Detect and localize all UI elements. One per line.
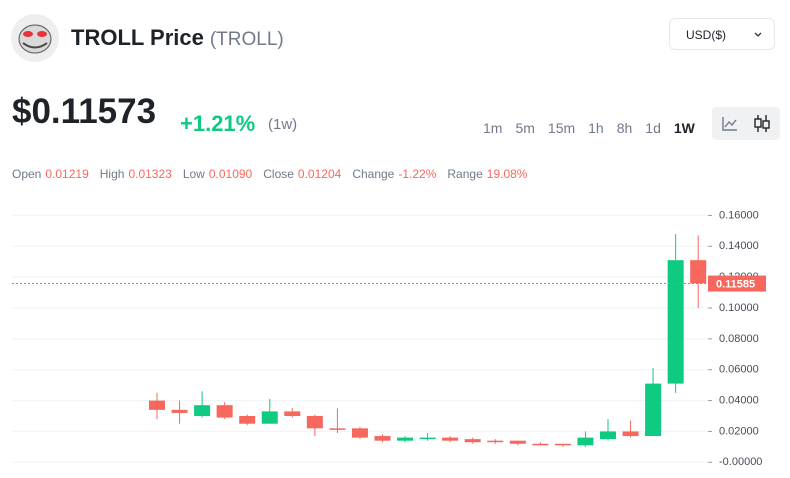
dropdown-arrow [754,32,762,37]
period: (1w) [268,116,298,133]
candle-body [487,440,504,443]
stat-label: Low [182,167,205,181]
y-tick-label: 0.04000 [719,394,759,406]
y-tick-label: 0.10000 [719,302,759,314]
stat-value: 0.01204 [297,167,342,181]
y-tick-label: 0.14000 [719,240,759,252]
symbol: (TROLL) [209,29,284,50]
candle-body [239,416,256,424]
candle-body [397,437,414,441]
line-chart-button[interactable] [722,116,738,131]
candle-body [216,405,233,418]
candle-body [284,411,301,416]
candle-body [464,439,481,443]
last-price-tag [708,275,766,292]
candle-body [149,400,165,410]
last-price-label: 0.11585 [716,278,755,290]
candle-body [600,431,616,440]
coin-icon [11,14,59,62]
candle-body [171,409,188,413]
timeframes: 1m 5m 15m 1h 8h 1d 1W [483,120,708,136]
candle-body [645,383,662,437]
y-tick-label: 0.02000 [719,425,759,437]
chart-type-toggle [712,107,780,140]
candle-body [577,437,594,446]
stat-label: Close [263,167,294,181]
y-tick-label: 0.08000 [719,333,759,345]
stat-value: -1.22% [398,167,437,181]
currency-select[interactable]: USD($) [669,18,775,50]
timeframe-button[interactable]: 1W [673,120,695,136]
timeframe-button[interactable]: 8h [616,120,633,136]
stat-label: Range [447,167,483,181]
stat-value: 0.01090 [208,167,253,181]
candle-body [374,436,391,441]
currency: USD($) [686,28,727,42]
stat-label: Change [352,167,395,181]
candle-body [351,428,368,438]
y-tick-label: -0.00000 [719,456,762,468]
timeframe-button[interactable]: 1m [483,120,503,136]
timeframe-button[interactable]: 15m [547,120,576,136]
page-title: TROLL Price (TROLL) [71,25,284,51]
candle-body [261,411,278,424]
candle-body [329,428,346,430]
timeframe-button[interactable]: 1h [588,120,604,136]
candle-body [554,443,571,446]
timeframe-button[interactable]: 5m [515,120,535,136]
candle-chart-button[interactable] [753,114,771,133]
price-change: +1.21% [180,111,256,136]
candle-body [194,405,211,416]
candle-body [509,440,526,444]
stat-value: 19.08% [486,167,528,181]
y-tick-label: 0.16000 [719,209,759,221]
candle-body [442,437,459,441]
stat-value: 0.01323 [128,167,172,181]
candle-body [690,260,707,284]
candle-body [667,260,684,384]
candle-body [419,437,436,440]
timeframe-button[interactable]: 1d [645,120,661,136]
chart: 0.160000.140000.120000.100000.080000.060… [12,209,766,468]
candle-body [306,416,323,429]
y-tick-label: 0.06000 [719,364,759,376]
stats-row: Open 0.01219 High 0.01323 Low 0.01090 Close 0.0… [12,167,538,181]
title: TROLL Price [71,25,204,50]
candle-body [532,443,549,446]
price: $0.11573 [12,92,157,131]
stat-label: Open [12,167,42,181]
stat-label: High [99,167,125,181]
stat-value: 0.01219 [45,167,89,181]
candle-body [622,431,639,437]
